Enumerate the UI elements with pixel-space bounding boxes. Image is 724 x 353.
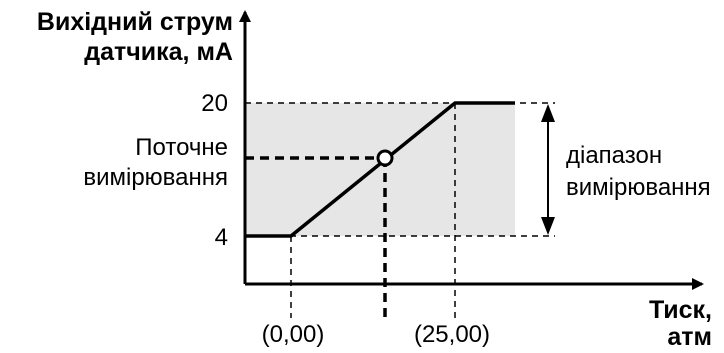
x-tick-25: (25,00) [414, 321, 490, 348]
y-tick-4: 4 [215, 224, 228, 251]
x-axis-title-line1: Тиск, [649, 296, 712, 324]
range-arrow-top-icon [541, 104, 555, 122]
current-measurement-label-line2: вимірювання [83, 164, 228, 191]
y-tick-20: 20 [201, 90, 228, 117]
sensor-characteristic-line [245, 101, 515, 238]
current-measurement-label-line1: Поточне [135, 134, 228, 161]
x-tick-0: (0,00) [262, 321, 325, 348]
measuring-range-area [245, 103, 515, 236]
x-axis-title-line2: атм [667, 323, 712, 351]
y-axis-title-line2: датчика, мА [84, 38, 233, 66]
range-label-line1: діапазон [566, 142, 662, 169]
range-arrow-bottom-icon [541, 217, 555, 235]
y-axis-title-line1: Вихідний струм [37, 8, 233, 36]
range-label-line2: вимірювання [566, 174, 711, 201]
current-value-marker [376, 149, 394, 167]
